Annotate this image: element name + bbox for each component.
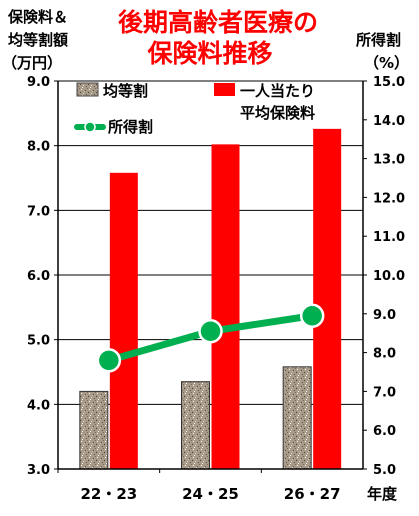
y-right-tick-label: 13.0 bbox=[373, 153, 405, 168]
bar-average-premium bbox=[109, 172, 138, 469]
y-left-tick-label: 3.0 bbox=[27, 463, 50, 478]
point-shotoku bbox=[96, 348, 122, 373]
legend-label-average-line2: 平均保険料 bbox=[240, 104, 315, 122]
y-right-tick-labels: 5.0 6.0 7.0 8.0 9.0 10.0 11.0 12.0 13.0 14.0 15.0 bbox=[373, 75, 405, 478]
y-right-tick-label: 5.0 bbox=[373, 463, 396, 478]
legend-label-average-line1: 一人当たり bbox=[240, 82, 315, 100]
plot-frame bbox=[57, 80, 364, 470]
y-right-label-line1: 所得割 bbox=[356, 31, 401, 49]
chart-title-line1: 後期高齢者医療の bbox=[118, 8, 318, 37]
y-left-label-line1: 保険料＆ bbox=[7, 8, 68, 26]
x-tick-label: 26・27 bbox=[284, 485, 341, 503]
x-tick-labels: 22・23 24・25 26・27 bbox=[57, 469, 341, 503]
line-series bbox=[96, 303, 325, 373]
gridlines bbox=[54, 80, 367, 470]
x-tick-label: 22・23 bbox=[80, 485, 137, 503]
legend-label-shotoku: 所得割 bbox=[108, 118, 153, 136]
y-left-label-line2: 均等割額 bbox=[8, 31, 68, 49]
point-shotoku bbox=[198, 319, 223, 344]
point-shotoku bbox=[299, 303, 325, 328]
y-left-tick-label: 8.0 bbox=[27, 140, 50, 155]
y-right-tick-label: 14.0 bbox=[373, 114, 405, 129]
bar-average-premium bbox=[211, 144, 240, 469]
legend-marker-shotoku bbox=[84, 121, 96, 133]
y-right-tick-label: 11.0 bbox=[373, 230, 405, 245]
y-right-tick-label: 15.0 bbox=[373, 75, 405, 90]
bar-kintou bbox=[282, 366, 312, 470]
legend-label-kintou: 均等割 bbox=[103, 82, 148, 100]
bar-series bbox=[79, 128, 342, 470]
legend-swatch-average bbox=[214, 83, 235, 96]
x-unit-label: 年度 bbox=[367, 485, 398, 503]
y-right-tick-label: 10.0 bbox=[373, 269, 405, 284]
y-right-tick-label: 7.0 bbox=[373, 385, 396, 400]
y-left-tick-label: 6.0 bbox=[27, 269, 50, 284]
y-left-tick-label: 4.0 bbox=[27, 398, 50, 413]
y-left-tick-label: 5.0 bbox=[27, 334, 50, 349]
x-tick-label: 24・25 bbox=[182, 485, 239, 503]
y-right-tick-label: 12.0 bbox=[373, 191, 405, 206]
y-right-tick-label: 8.0 bbox=[373, 347, 396, 362]
bar-average-premium bbox=[313, 128, 342, 469]
bar-kintou bbox=[79, 390, 109, 470]
legend: 均等割 一人当たり 平均保険料 所得割 bbox=[74, 82, 315, 136]
y-left-label-line3: （万円） bbox=[2, 54, 62, 72]
chart-title-line2: 保険料推移 bbox=[146, 39, 272, 68]
y-left-tick-labels: 3.0 4.0 5.0 6.0 7.0 8.0 9.0 bbox=[27, 75, 50, 478]
bar-kintou bbox=[181, 381, 210, 470]
y-right-tick-label: 9.0 bbox=[373, 308, 396, 323]
legend-swatch-kintou bbox=[76, 82, 99, 97]
y-right-tick-label: 6.0 bbox=[373, 424, 396, 439]
y-left-tick-label: 9.0 bbox=[27, 75, 50, 90]
y-left-tick-label: 7.0 bbox=[27, 204, 50, 219]
y-right-label-line2: （%） bbox=[364, 54, 409, 72]
